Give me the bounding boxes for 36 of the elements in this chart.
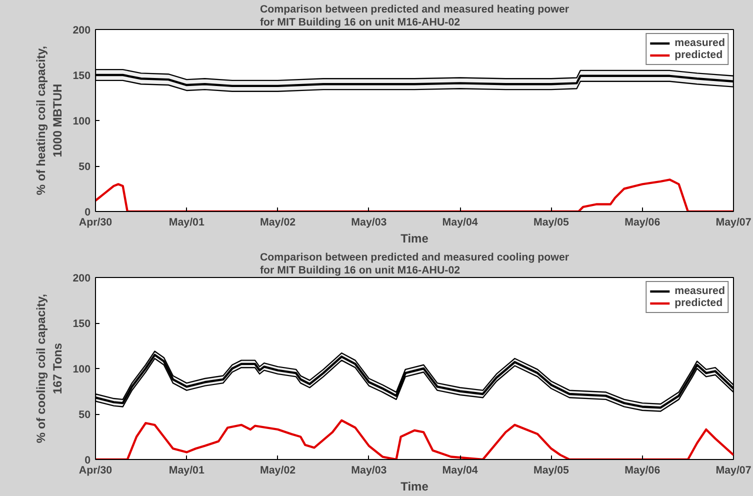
chart-title: Comparison between predicted and measured heating power for MIT Building 16 on unit M16-AHU-02: [260, 3, 570, 28]
legend-label: predicted: [674, 297, 723, 309]
x-tick-label: Apr/30: [78, 464, 112, 476]
y-tick-label: 150: [72, 70, 91, 82]
x-tick-label: May/06: [624, 464, 660, 476]
x-tick-label: May/04: [442, 216, 478, 228]
y-tick-label: 100: [72, 364, 91, 376]
x-tick-label: May/02: [260, 216, 296, 228]
x-tick-label: May/01: [168, 216, 204, 228]
x-axis-title: Time: [400, 232, 429, 246]
y-axis-title: % of cooling coil capacity, 167 Tons: [34, 294, 65, 444]
x-tick-label: Apr/30: [78, 216, 112, 228]
y-tick-label: 50: [78, 409, 91, 421]
x-tick-label: May/01: [168, 464, 204, 476]
x-axis-title: Time: [400, 480, 429, 494]
legend-label: measured: [674, 37, 725, 49]
x-tick-label: May/03: [351, 464, 387, 476]
y-tick-label: 200: [72, 24, 91, 36]
x-tick-label: May/05: [533, 216, 570, 228]
y-tick-label: 50: [78, 161, 91, 173]
y-tick-label: 100: [72, 116, 91, 128]
chart-title: Comparison between predicted and measured cooling power for MIT Building 16 on unit M16-AHU-02: [260, 251, 570, 276]
y-axis-title: % of heating coil capacity, 1000 MBTUH: [34, 46, 65, 196]
x-tick-label: May/04: [442, 464, 478, 476]
x-tick-label: May/03: [351, 216, 387, 228]
y-tick-label: 0: [84, 206, 91, 218]
y-tick-label: 200: [72, 272, 91, 284]
x-tick-label: May/07: [716, 464, 752, 476]
x-tick-label: May/06: [624, 216, 660, 228]
y-tick-label: 0: [84, 454, 91, 466]
x-tick-label: May/05: [533, 464, 570, 476]
x-tick-label: May/07: [716, 216, 752, 228]
x-tick-label: May/02: [260, 464, 296, 476]
y-tick-label: 150: [72, 318, 91, 330]
legend-label: measured: [674, 285, 725, 297]
legend-label: predicted: [674, 49, 723, 61]
